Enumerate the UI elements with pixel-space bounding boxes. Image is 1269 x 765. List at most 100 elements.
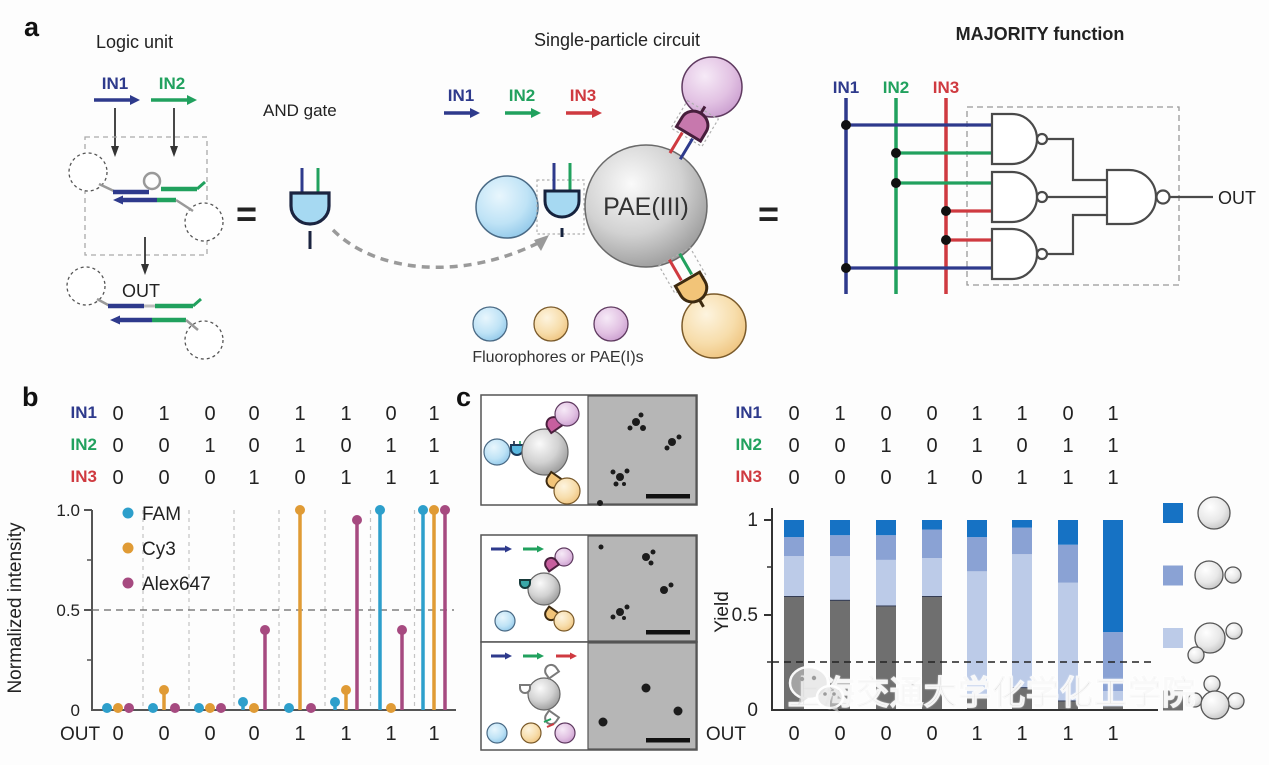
tem-image xyxy=(587,395,697,505)
bar-segment xyxy=(876,605,896,710)
out-value: 0 xyxy=(788,723,799,745)
bar-segment xyxy=(1103,706,1123,710)
out-row-values: 0 0 0 0 1 1 1 1 xyxy=(112,723,439,745)
and-gate-symbol: AND gate xyxy=(263,101,549,270)
out-row-label: OUT xyxy=(60,724,101,745)
blue-fluorophore-sphere xyxy=(475,175,539,239)
legend-particle-icons xyxy=(1187,496,1245,720)
stem-dot xyxy=(216,703,226,713)
stem-dot xyxy=(386,703,396,713)
stem-dot xyxy=(260,625,270,635)
legend-dot xyxy=(122,577,134,589)
out-row-label: OUT xyxy=(706,724,747,745)
fluorophore-legend: FAM Cy3 Alex647 xyxy=(122,504,211,595)
bar-segment xyxy=(1058,520,1078,545)
truth-cell: 1 xyxy=(428,435,440,457)
truth-row-label: IN2 xyxy=(70,435,97,454)
legend-label: Cy3 xyxy=(142,539,176,560)
bar-segment xyxy=(967,694,987,710)
legend-label: FAM xyxy=(142,504,181,525)
ytick-0: 0 xyxy=(71,701,80,720)
truth-row-label: IN3 xyxy=(735,467,762,486)
truth-cell: 1 xyxy=(971,403,983,425)
truth-cell: 1 xyxy=(1062,435,1074,457)
truth-row-label: IN3 xyxy=(70,467,97,486)
icon-bare-particle xyxy=(1197,496,1231,530)
stem-dot xyxy=(102,703,112,713)
truth-cell: 1 xyxy=(1107,435,1119,457)
out-value: 1 xyxy=(1107,723,1118,745)
tem-particle xyxy=(613,481,619,487)
in2-strand-arrow xyxy=(151,95,197,105)
axis-ticks xyxy=(764,519,772,663)
tem-particle xyxy=(660,586,668,594)
bar-segment xyxy=(830,599,850,710)
in1-label: IN1 xyxy=(448,86,474,105)
bar-segment xyxy=(830,535,850,557)
truth-cell: 1 xyxy=(340,403,352,425)
truth-cell: 1 xyxy=(880,435,892,457)
bar-segment xyxy=(922,529,942,558)
pae3-label: PAE(III) xyxy=(603,193,689,221)
panel-b-letter: b xyxy=(22,382,39,412)
yield-bar-chart: 1 0.5 0 OUT 0 0 0 0 1 1 1 1 xyxy=(706,496,1245,745)
out-value: 1 xyxy=(385,723,396,745)
stem-dot xyxy=(295,505,305,515)
out-label: OUT xyxy=(122,281,160,301)
bar-segment xyxy=(1058,544,1078,583)
legend-swatch xyxy=(1163,628,1183,648)
out-label: OUT xyxy=(1218,188,1256,208)
schematic-box-two-inputs xyxy=(480,534,698,643)
fluorophore-legend-spheres xyxy=(472,306,629,342)
majority-title: MAJORITY function xyxy=(956,24,1125,44)
truth-cell: 0 xyxy=(834,467,846,489)
truth-cell: 0 xyxy=(971,467,983,489)
truth-cell: 0 xyxy=(1016,435,1028,457)
ytick-0: 0 xyxy=(747,700,758,721)
stem-dot xyxy=(306,703,316,713)
truth-cell: 1 xyxy=(1016,403,1028,425)
stem-dot xyxy=(375,505,385,515)
out-value: 0 xyxy=(158,723,169,745)
scale-bar xyxy=(646,738,690,743)
truth-cell: 0 xyxy=(880,467,892,489)
assembly-schematics xyxy=(480,394,698,751)
in2-label: IN2 xyxy=(509,86,535,105)
input-taps xyxy=(846,123,992,270)
junction-dots xyxy=(841,120,951,273)
tem-image xyxy=(587,642,697,750)
out-value: 0 xyxy=(834,723,845,745)
truth-cell: 0 xyxy=(926,435,938,457)
axes xyxy=(771,508,1158,711)
stems xyxy=(102,505,450,713)
truth-cell: 1 xyxy=(971,435,983,457)
out-value: 1 xyxy=(1062,723,1073,745)
logic-unit-title: Logic unit xyxy=(96,32,173,52)
stem-dot xyxy=(352,515,362,525)
truth-cell: 0 xyxy=(1062,403,1074,425)
out-value: 1 xyxy=(294,723,305,745)
truth-cell: 0 xyxy=(204,403,216,425)
stem-dot xyxy=(330,697,340,707)
truth-cell: 0 xyxy=(340,435,352,457)
tem-particles xyxy=(598,544,674,620)
bar-segment xyxy=(1103,691,1123,707)
dashed-particle-circles xyxy=(66,152,224,360)
truth-cell: 0 xyxy=(294,467,306,489)
legend-label: Alex647 xyxy=(142,574,211,595)
gate-interconnects xyxy=(1047,137,1107,256)
tem-particles xyxy=(597,412,682,506)
in1-label: IN1 xyxy=(102,74,128,93)
bar-segment xyxy=(830,556,850,600)
and-gate-label: AND gate xyxy=(263,101,337,120)
axis-ticks xyxy=(84,509,92,661)
stem-dot xyxy=(284,703,294,713)
truth-cell: 0 xyxy=(788,435,800,457)
fluorophore-caption: Fluorophores or PAE(I)s xyxy=(472,349,643,366)
single-particle-diagram: Single-particle circuit IN1 IN2 IN3 P xyxy=(444,30,779,366)
out-value: 0 xyxy=(880,723,891,745)
equals-sign: = xyxy=(236,193,257,234)
legend-dot xyxy=(122,542,134,554)
majority-circuit: MAJORITY function IN1 IN2 IN3 xyxy=(833,24,1256,294)
tem-particle xyxy=(627,425,633,431)
